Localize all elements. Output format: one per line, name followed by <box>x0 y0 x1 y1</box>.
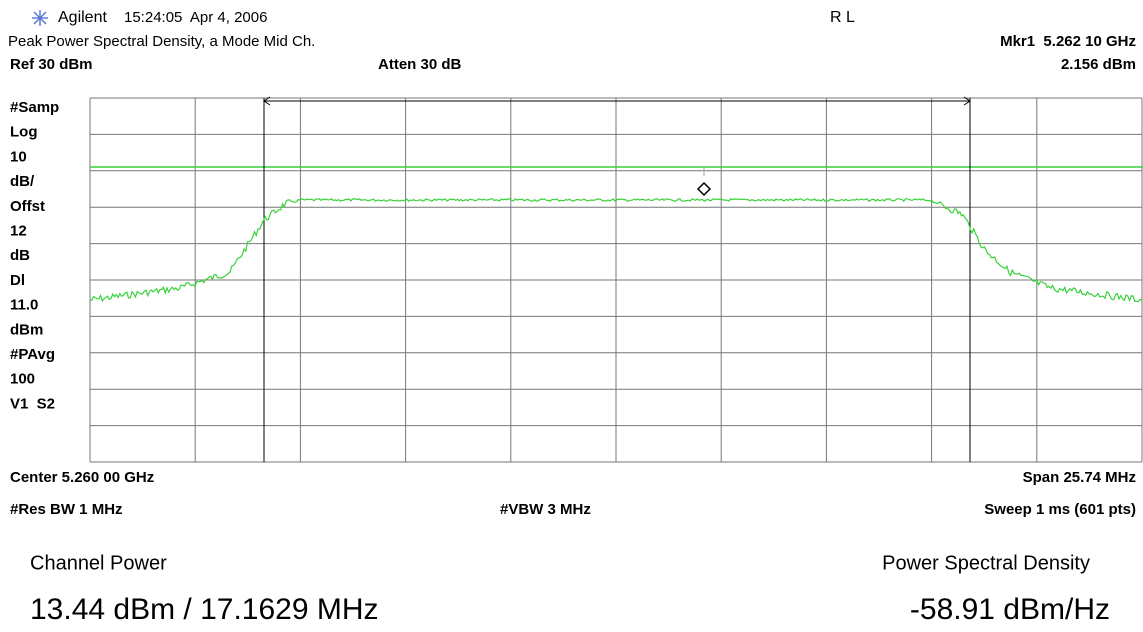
psd-value: -58.91 dBm/Hz <box>910 593 1110 626</box>
atten: Atten 30 dB <box>378 56 462 73</box>
span: Span 25.74 MHz <box>1023 469 1136 486</box>
channel-power-value: 13.44 dBm / 17.1629 MHz <box>30 593 379 626</box>
side-label: 12 <box>10 222 27 239</box>
timestamp: 15:24:05 Apr 4, 2006 <box>124 9 267 26</box>
side-label: V1 S2 <box>10 395 55 412</box>
side-label: 11.0 <box>10 297 38 314</box>
side-label: dB/ <box>10 173 35 190</box>
marker-diamond <box>696 181 712 197</box>
side-label: Offst <box>10 198 45 215</box>
side-label: dBm <box>10 321 43 338</box>
side-labels: #Samp Log 10 dB/Offst 12 dB Dl 11.0 dBm #PAvg 100 V… <box>10 99 59 412</box>
side-label: Log <box>10 124 38 141</box>
side-label: #Samp <box>10 99 59 116</box>
marker: Mkr1 5.262 10 GHz <box>1000 33 1136 50</box>
side-label: #PAvg <box>10 346 55 363</box>
channel-power-label: Channel Power <box>30 552 167 574</box>
side-label: dB <box>10 247 30 264</box>
res-bw: #Res BW 1 MHz <box>10 501 123 518</box>
ref: Ref 30 dBm <box>10 56 93 73</box>
graticule <box>89 97 1143 463</box>
center: Center 5.260 00 GHz <box>10 469 154 486</box>
title: Peak Power Spectral Density, a Mode Mid … <box>8 33 315 50</box>
arrow-heads <box>263 96 971 106</box>
side-label: 100 <box>10 371 35 388</box>
side-label: Dl <box>10 272 25 289</box>
psd-label: Power Spectral Density <box>882 552 1090 574</box>
logo <box>32 10 48 26</box>
mode: R L <box>830 9 855 26</box>
marker-value: 2.156 dBm <box>1061 56 1136 73</box>
brand: Agilent <box>58 9 107 26</box>
sweep: Sweep 1 ms (601 pts) <box>984 501 1136 518</box>
vbw: #VBW 3 MHz <box>500 501 591 518</box>
trace <box>89 197 1143 303</box>
side-label: 10 <box>10 148 27 165</box>
